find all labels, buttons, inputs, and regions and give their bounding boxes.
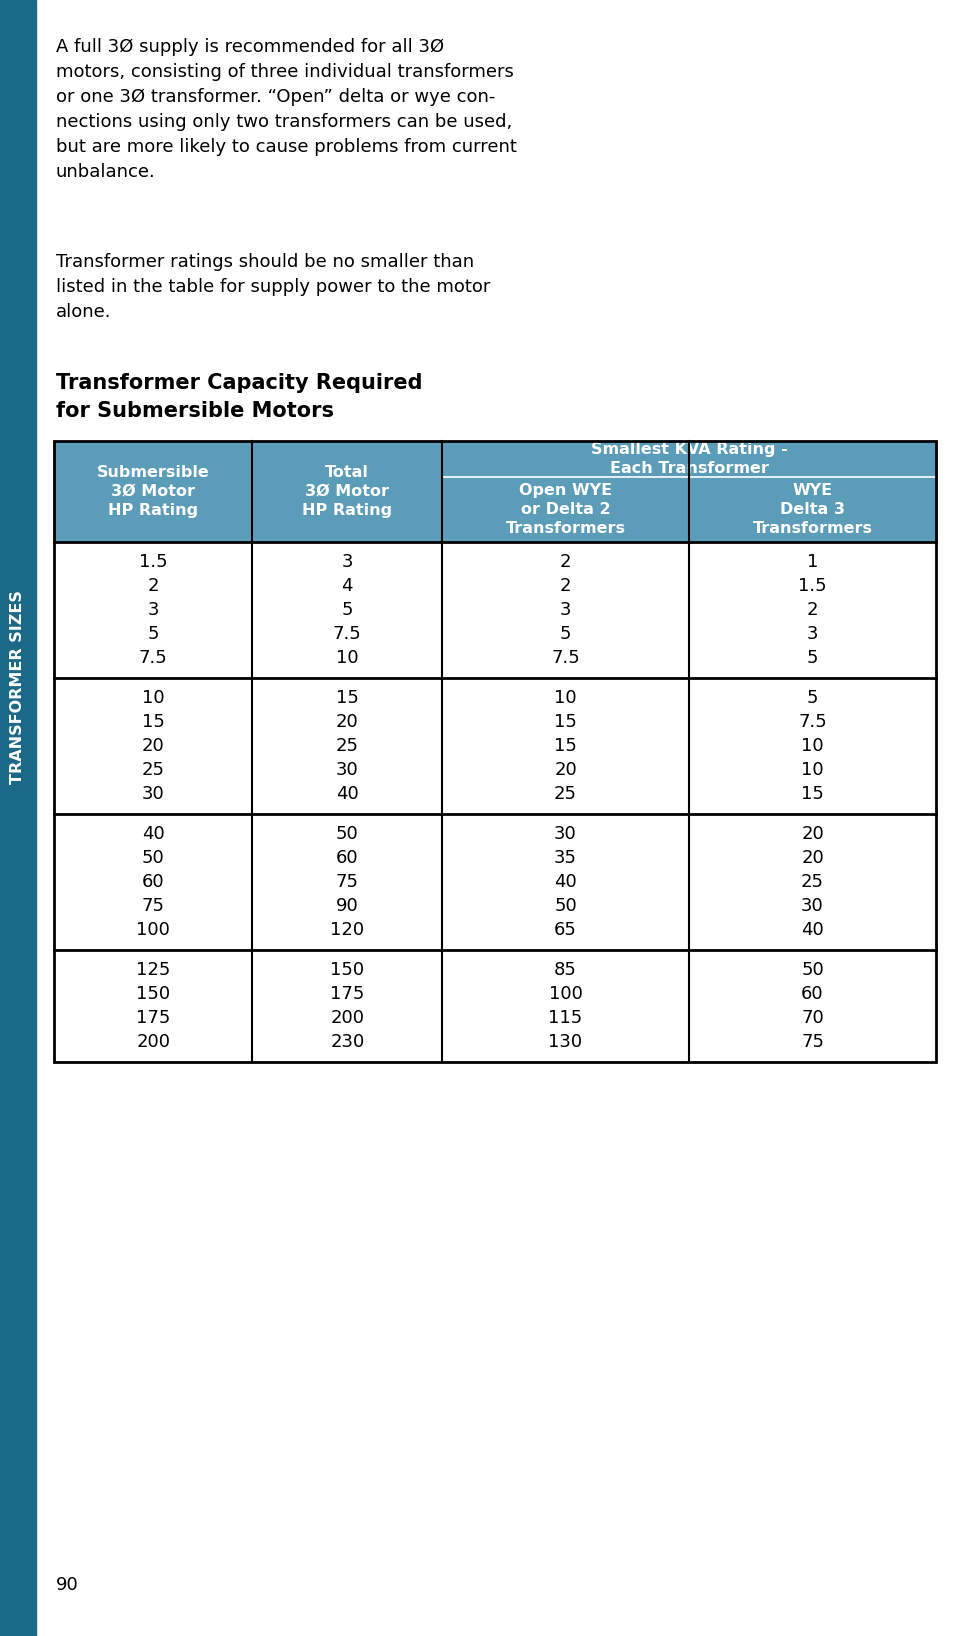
Text: 3: 3 <box>806 625 818 643</box>
Text: 30: 30 <box>801 897 823 915</box>
Text: TRANSFORMER SIZES: TRANSFORMER SIZES <box>10 591 26 784</box>
Text: 60: 60 <box>801 985 823 1003</box>
Text: 7.5: 7.5 <box>798 713 826 731</box>
Text: 175: 175 <box>136 1009 171 1027</box>
Text: 2: 2 <box>806 600 818 618</box>
Text: 1: 1 <box>806 553 818 571</box>
Text: 30: 30 <box>554 825 577 843</box>
Bar <box>54 815 935 951</box>
Text: 5: 5 <box>806 689 818 707</box>
Text: 7.5: 7.5 <box>139 649 168 667</box>
Text: 75: 75 <box>801 1032 823 1050</box>
Text: 20: 20 <box>554 761 577 779</box>
Text: WYE
Delta 3
Transformers: WYE Delta 3 Transformers <box>752 483 872 535</box>
Text: 60: 60 <box>335 849 358 867</box>
Bar <box>54 442 935 1062</box>
Text: 20: 20 <box>801 849 823 867</box>
Text: 70: 70 <box>801 1009 823 1027</box>
Text: 10: 10 <box>335 649 358 667</box>
Text: 50: 50 <box>554 897 577 915</box>
Text: 4: 4 <box>341 578 353 596</box>
Text: 20: 20 <box>335 713 358 731</box>
Text: 130: 130 <box>548 1032 582 1050</box>
Text: 150: 150 <box>330 960 364 978</box>
Text: A full 3Ø supply is recommended for all 3Ø
motors, consisting of three individua: A full 3Ø supply is recommended for all … <box>56 38 517 182</box>
Text: 5: 5 <box>559 625 571 643</box>
Text: 25: 25 <box>142 761 165 779</box>
Text: 40: 40 <box>554 874 577 892</box>
Text: 85: 85 <box>554 960 577 978</box>
Text: 3: 3 <box>559 600 571 618</box>
Text: 15: 15 <box>142 713 165 731</box>
Text: 2: 2 <box>148 578 159 596</box>
Text: 40: 40 <box>335 785 358 803</box>
Text: 7.5: 7.5 <box>551 649 579 667</box>
Text: 1.5: 1.5 <box>798 578 826 596</box>
Text: 100: 100 <box>548 985 582 1003</box>
Text: 3: 3 <box>341 553 353 571</box>
Bar <box>54 951 935 1062</box>
Text: 200: 200 <box>330 1009 364 1027</box>
Bar <box>54 542 935 677</box>
Text: 75: 75 <box>335 874 358 892</box>
Text: 75: 75 <box>142 897 165 915</box>
Text: 100: 100 <box>136 921 170 939</box>
Text: 115: 115 <box>548 1009 582 1027</box>
Text: 120: 120 <box>330 921 364 939</box>
Text: 5: 5 <box>806 649 818 667</box>
Text: 10: 10 <box>801 761 823 779</box>
Text: 5: 5 <box>341 600 353 618</box>
Bar <box>54 677 935 815</box>
Text: 15: 15 <box>801 785 823 803</box>
Text: Smallest KVA Rating -
Each Transformer: Smallest KVA Rating - Each Transformer <box>590 442 786 476</box>
Text: 15: 15 <box>554 736 577 754</box>
Bar <box>0 0 36 1636</box>
Text: 125: 125 <box>136 960 171 978</box>
Text: 1.5: 1.5 <box>139 553 168 571</box>
Text: 2: 2 <box>559 578 571 596</box>
Text: 50: 50 <box>801 960 823 978</box>
Text: 175: 175 <box>330 985 364 1003</box>
Text: 3: 3 <box>148 600 159 618</box>
Text: 10: 10 <box>801 736 823 754</box>
Text: 60: 60 <box>142 874 164 892</box>
Text: Open WYE
or Delta 2
Transformers: Open WYE or Delta 2 Transformers <box>505 483 625 535</box>
Text: Transformer ratings should be no smaller than
listed in the table for supply pow: Transformer ratings should be no smaller… <box>56 254 490 321</box>
Text: 230: 230 <box>330 1032 364 1050</box>
Text: 90: 90 <box>56 1575 79 1593</box>
Text: 10: 10 <box>142 689 164 707</box>
Text: 40: 40 <box>801 921 823 939</box>
Text: 65: 65 <box>554 921 577 939</box>
Text: 150: 150 <box>136 985 170 1003</box>
Text: 25: 25 <box>554 785 577 803</box>
Text: 20: 20 <box>142 736 165 754</box>
Text: 7.5: 7.5 <box>333 625 361 643</box>
Bar <box>54 442 935 542</box>
Text: Total
3Ø Motor
HP Rating: Total 3Ø Motor HP Rating <box>302 465 392 517</box>
Text: 30: 30 <box>142 785 165 803</box>
Text: 50: 50 <box>142 849 165 867</box>
Text: 200: 200 <box>136 1032 170 1050</box>
Text: 25: 25 <box>335 736 358 754</box>
Text: 90: 90 <box>335 897 358 915</box>
Text: 50: 50 <box>335 825 358 843</box>
Text: 15: 15 <box>335 689 358 707</box>
Text: 10: 10 <box>554 689 577 707</box>
Text: 20: 20 <box>801 825 823 843</box>
Text: 2: 2 <box>559 553 571 571</box>
Text: 5: 5 <box>148 625 159 643</box>
Text: Transformer Capacity Required: Transformer Capacity Required <box>56 373 422 393</box>
Text: for Submersible Motors: for Submersible Motors <box>56 401 334 420</box>
Text: 40: 40 <box>142 825 165 843</box>
Text: Submersible
3Ø Motor
HP Rating: Submersible 3Ø Motor HP Rating <box>97 465 210 517</box>
Text: 30: 30 <box>335 761 358 779</box>
Text: 35: 35 <box>554 849 577 867</box>
Text: 15: 15 <box>554 713 577 731</box>
Text: 25: 25 <box>801 874 823 892</box>
